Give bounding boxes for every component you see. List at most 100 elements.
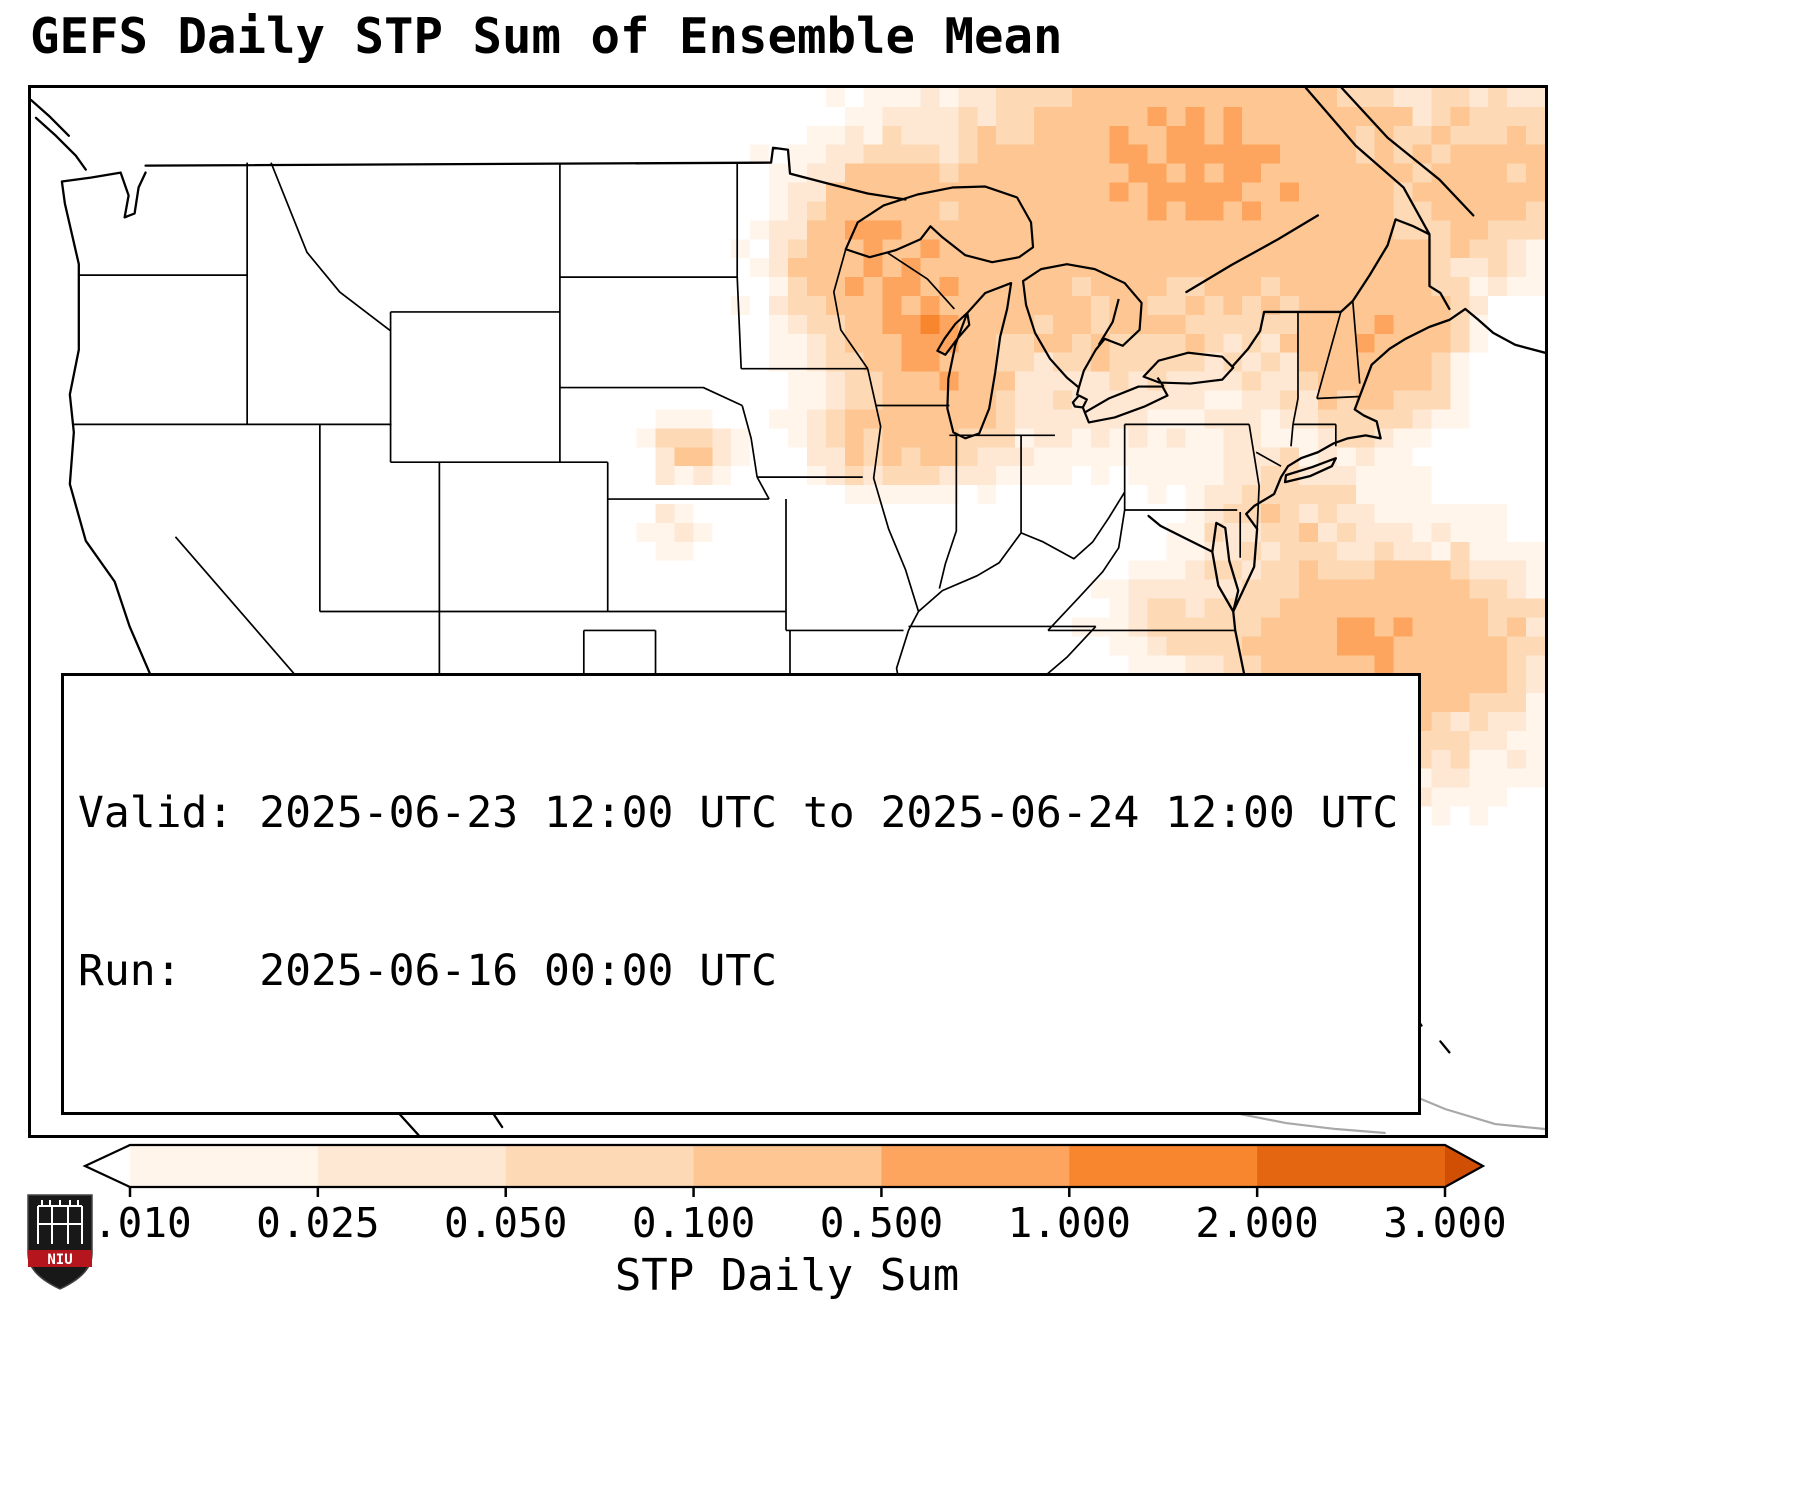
heatmap-cell [996,201,1016,221]
heatmap-cell [1488,560,1508,580]
heatmap-cell [1431,333,1451,353]
heatmap-cell [1317,390,1337,410]
heatmap-cell [844,163,864,183]
heatmap-cell [1242,485,1262,505]
heatmap-cell [1393,579,1413,599]
heatmap-cell [1450,579,1470,599]
heatmap-cell [1374,106,1394,126]
heatmap-cell [1261,314,1281,334]
heatmap-cell [1431,220,1451,240]
heatmap-cell [1034,371,1053,391]
heatmap-cell [1469,88,1489,107]
heatmap-cell [1090,371,1110,391]
heatmap-cell [1166,182,1186,202]
heatmap-cell [1374,163,1394,183]
heatmap-cell [1261,88,1281,107]
heatmap-cell [958,201,978,221]
heatmap-cell [1412,258,1432,278]
heatmap-cell [1166,617,1186,637]
heatmap-cell [1298,163,1318,183]
heatmap-cell [1147,277,1167,297]
heatmap-cell [920,314,940,334]
heatmap-cell [1412,522,1432,542]
heatmap-cell [1128,390,1148,410]
heatmap-cell [1469,106,1489,126]
heatmap-cell [1469,598,1489,618]
heatmap-cell [1412,296,1432,315]
heatmap-cell [1071,144,1091,164]
heatmap-cell [996,125,1016,145]
heatmap-cell [655,409,675,429]
colorbar-segment [1257,1145,1446,1187]
heatmap-cell [1261,106,1281,126]
heatmap-cell [1090,239,1110,259]
heatmap-cell [1034,88,1053,107]
heatmap-cell [882,144,902,164]
heatmap-cell [655,447,675,467]
heatmap-cell [1280,258,1299,278]
heatmap-cell [1204,617,1224,637]
heatmap-cell [1526,674,1545,694]
heatmap-cell [958,352,978,372]
heatmap-cell [1034,314,1053,334]
heatmap-cell [1204,201,1224,221]
heatmap-cell [863,220,883,240]
heatmap-cell [1507,636,1527,656]
heatmap-cell [977,239,997,259]
heatmap-cell [1412,144,1432,164]
heatmap-cell [958,125,978,145]
heatmap-cell [1526,88,1545,107]
heatmap-cell [1261,504,1281,523]
heatmap-cell [996,239,1016,259]
heatmap-cell [977,88,997,107]
heatmap-cell [844,296,864,315]
heatmap-cell [882,352,902,372]
heatmap-cell [1034,220,1053,240]
heatmap-cell [1166,258,1186,278]
heatmap-cell [1034,239,1053,259]
heatmap-cell [806,409,826,429]
heatmap-cell [1355,617,1375,637]
heatmap-cell [1280,106,1299,126]
heatmap-cell [769,333,788,353]
heatmap-cell [1374,579,1394,599]
heatmap-cell [958,88,978,107]
heatmap-cell [1374,390,1394,410]
heatmap-cell [1355,239,1375,259]
heatmap-cell [939,485,959,505]
heatmap-cell [1015,239,1035,259]
heatmap-cell [1336,409,1356,429]
heatmap-cell [1166,201,1186,221]
heatmap-cell [1450,560,1470,580]
heatmap-cell [958,371,978,391]
heatmap-cell [1128,636,1148,656]
heatmap-cell [996,428,1016,448]
heatmap-cell [958,258,978,278]
heatmap-cell [1393,239,1413,259]
heatmap-cell [1317,522,1337,542]
heatmap-cell [1280,598,1299,618]
heatmap-cell [1393,428,1413,448]
heatmap-cell [788,314,807,334]
heatmap-cell [750,144,770,164]
heatmap-cell [731,428,751,448]
heatmap-cell [825,239,845,259]
heatmap-cell [1185,560,1205,580]
heatmap-cell [844,333,864,353]
heatmap-cell [1242,541,1262,561]
heatmap-cell [1355,522,1375,542]
heatmap-cell [1450,693,1470,713]
heatmap-cell [806,296,826,315]
heatmap-cell [1034,125,1053,145]
heatmap-cell [1469,787,1489,807]
heatmap-cell [1355,560,1375,580]
heatmap-cell [1317,560,1337,580]
heatmap-cell [1488,768,1508,788]
heatmap-cell [1488,277,1508,297]
heatmap-cell [1488,636,1508,656]
heatmap-cell [844,314,864,334]
heatmap-cell [1336,239,1356,259]
heatmap-cell [1355,163,1375,183]
heatmap-cell [1507,277,1527,297]
heatmap-cell [1412,352,1432,372]
